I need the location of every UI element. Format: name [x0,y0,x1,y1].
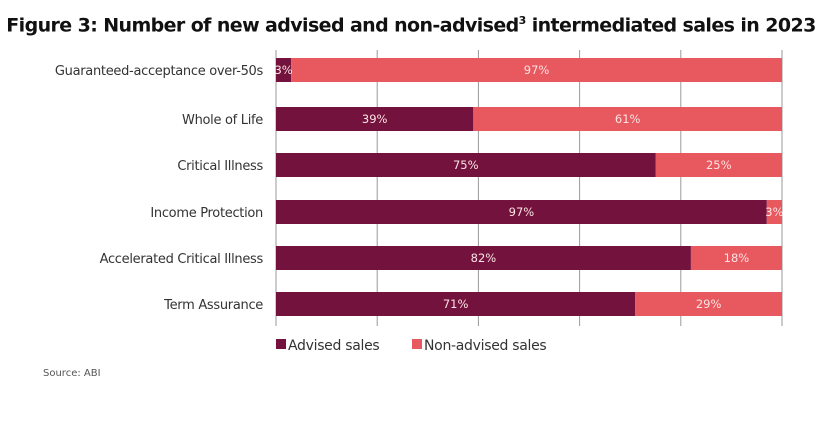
category-label: Accelerated Critical Illness [100,252,264,267]
category-label: Critical Illness [177,159,263,174]
value-label: 97% [509,205,535,219]
bar-non-advised-5 [635,292,782,316]
category-label: Term Assurance [163,298,263,313]
bar-non-advised-4 [690,246,782,270]
value-label: 97% [524,63,550,77]
bar-advised-1 [276,107,474,131]
source-note: Source: ABI [43,368,101,379]
legend-swatch-advised [276,339,286,349]
value-label: 75% [453,158,479,172]
value-label: 82% [471,251,497,265]
bar-advised-2 [276,153,656,177]
chart-title: Figure 3: Number of new advised and non-… [0,14,822,36]
gridlines [275,50,783,326]
legend-label: Non-advised sales [424,338,546,354]
legend: Advised sales Non-advised sales [276,338,547,354]
bar-non-advised-1 [473,107,782,131]
value-label: 18% [724,251,750,265]
bar-advised-3 [276,200,767,224]
bars [276,58,782,316]
value-label: 3% [274,63,292,77]
value-labels: 3% 97% 39% 61% 75% 25% 97% 3% 82% 18% 71% 29% [274,63,783,311]
legend-label: Advised sales [288,338,379,354]
category-label: Guaranteed-acceptance over-50s [55,64,264,79]
value-label: 3% [765,205,783,219]
value-label: 25% [706,158,732,172]
bar-non-advised-2 [655,153,782,177]
value-label: 29% [696,297,722,311]
value-label: 71% [443,297,469,311]
chart-title-end: intermediated sales in 2023 [525,14,817,37]
bar-advised-0 [276,58,292,82]
bar-advised-5 [276,292,636,316]
bar-non-advised-3 [766,200,782,224]
bar-non-advised-0 [291,58,782,82]
legend-swatch-non-advised [412,339,422,349]
category-label: Income Protection [150,206,263,221]
category-labels: Guaranteed-acceptance over-50s Whole of L… [55,64,264,313]
category-label: Whole of Life [182,113,263,128]
value-label: 39% [362,112,388,126]
bar-advised-4 [276,246,691,270]
chart-title-footnote: 3 [518,14,527,27]
value-label: 61% [615,112,641,126]
chart-title-main: Figure 3: Number of new advised and non-… [6,14,519,37]
